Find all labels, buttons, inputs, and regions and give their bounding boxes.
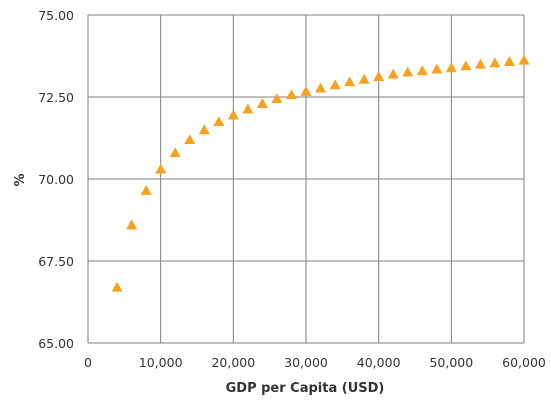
data-point-triangle bbox=[256, 98, 268, 108]
x-axis-title: GDP per Capita (USD) bbox=[226, 381, 385, 396]
x-tick-label: 20,000 bbox=[211, 355, 255, 370]
data-point-triangle bbox=[416, 65, 428, 76]
x-axis-ticks: 0 10,000 20,000 30,000 40,000 50,000 60,000 bbox=[84, 355, 546, 370]
data-point-triangle bbox=[126, 219, 138, 230]
data-point-triangle bbox=[184, 134, 196, 145]
data-point-triangle bbox=[271, 93, 283, 104]
grid-lines bbox=[87, 14, 525, 344]
data-point-triangle bbox=[315, 82, 327, 93]
data-point-triangle bbox=[460, 60, 472, 71]
x-tick-label: 50,000 bbox=[429, 355, 473, 370]
x-tick-label: 40,000 bbox=[357, 355, 401, 370]
x-tick-label: 10,000 bbox=[139, 355, 183, 370]
y-tick-label: 75.00 bbox=[38, 8, 74, 23]
data-point-triangle bbox=[140, 184, 152, 195]
data-point-triangle bbox=[358, 73, 370, 84]
data-point-triangle bbox=[344, 76, 356, 87]
y-tick-label: 72.50 bbox=[38, 90, 74, 105]
data-point-triangle bbox=[155, 163, 167, 174]
y-axis-ticks: 65.00 67.50 70.00 72.50 75.00 bbox=[38, 8, 74, 351]
data-point-triangle bbox=[285, 89, 297, 100]
y-tick-label: 65.00 bbox=[38, 336, 74, 351]
x-tick-label: 60,000 bbox=[502, 355, 546, 370]
data-point-triangle bbox=[387, 68, 399, 79]
data-point-triangle bbox=[445, 62, 457, 73]
y-axis-title: % bbox=[13, 173, 28, 186]
data-points bbox=[111, 54, 530, 292]
x-tick-label: 30,000 bbox=[284, 355, 328, 370]
data-point-triangle bbox=[242, 103, 254, 114]
data-point-triangle bbox=[213, 116, 225, 126]
data-point-triangle bbox=[431, 63, 443, 74]
x-tick-label: 0 bbox=[84, 355, 92, 370]
data-point-triangle bbox=[518, 54, 530, 65]
data-point-triangle bbox=[489, 57, 501, 68]
data-point-triangle bbox=[474, 58, 486, 69]
data-point-triangle bbox=[169, 147, 181, 158]
data-point-triangle bbox=[227, 109, 239, 120]
data-point-triangle bbox=[329, 79, 341, 90]
y-tick-label: 70.00 bbox=[38, 172, 74, 187]
data-point-triangle bbox=[111, 281, 123, 292]
data-point-triangle bbox=[198, 124, 210, 135]
y-tick-label: 67.50 bbox=[38, 254, 74, 269]
data-point-triangle bbox=[373, 71, 385, 82]
data-point-triangle bbox=[300, 85, 312, 96]
data-point-triangle bbox=[402, 66, 414, 77]
data-point-triangle bbox=[503, 56, 515, 66]
